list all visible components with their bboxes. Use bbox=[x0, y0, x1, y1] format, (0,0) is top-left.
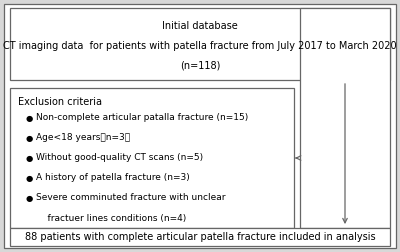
Bar bbox=[10, 88, 294, 228]
Text: Initial database: Initial database bbox=[162, 21, 238, 31]
Text: fractuer lines conditions (n=4): fractuer lines conditions (n=4) bbox=[36, 213, 186, 223]
Bar bbox=[300, 8, 390, 228]
Bar bbox=[10, 8, 390, 80]
Text: Exclusion criteria: Exclusion criteria bbox=[18, 97, 102, 107]
Text: ●: ● bbox=[26, 134, 33, 142]
Text: ●: ● bbox=[26, 173, 33, 182]
Text: Severe comminuted fracture with unclear: Severe comminuted fracture with unclear bbox=[36, 194, 226, 203]
Text: 88 patients with complete articular patella fracture included in analysis: 88 patients with complete articular pate… bbox=[25, 232, 375, 242]
Text: A history of patella fracture (n=3): A history of patella fracture (n=3) bbox=[36, 173, 190, 182]
Bar bbox=[10, 228, 390, 246]
Text: ●: ● bbox=[26, 153, 33, 163]
Text: ●: ● bbox=[26, 113, 33, 122]
Text: (n=118): (n=118) bbox=[180, 60, 220, 70]
Text: CT imaging data  for patients with patella fracture from July 2017 to March 2020: CT imaging data for patients with patell… bbox=[3, 41, 397, 51]
Text: Without good-quality CT scans (n=5): Without good-quality CT scans (n=5) bbox=[36, 153, 203, 163]
Text: Non-complete articular patalla fracture (n=15): Non-complete articular patalla fracture … bbox=[36, 113, 248, 122]
Text: ●: ● bbox=[26, 194, 33, 203]
Text: Age<18 years（n=3）: Age<18 years（n=3） bbox=[36, 134, 130, 142]
